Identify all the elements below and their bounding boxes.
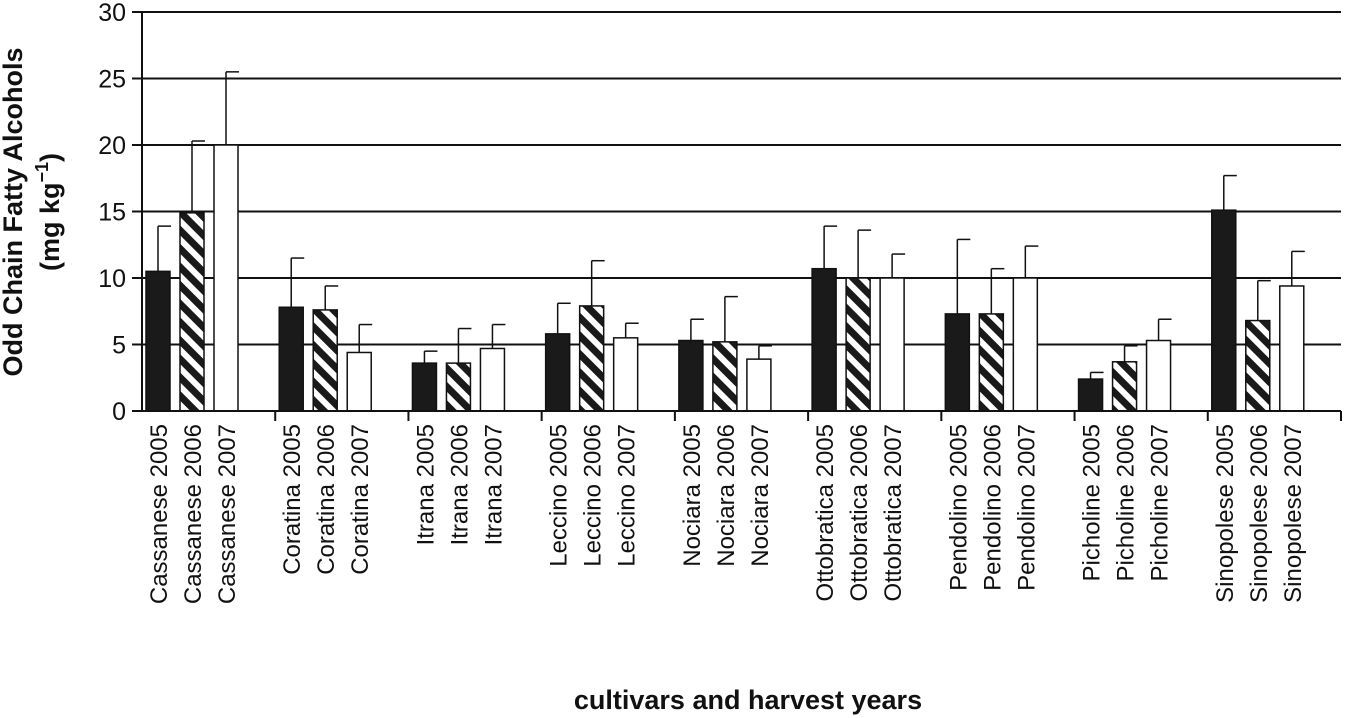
error-bars	[157, 71, 1305, 380]
bar-nociara-2	[746, 358, 772, 412]
bar-coratina-2	[346, 351, 372, 412]
bar-picholine-2	[1145, 339, 1172, 412]
y-tick-label-10: 10	[98, 265, 126, 293]
category-label-itrana-0: Itrana 2005	[412, 424, 439, 545]
category-label-ottobratica-2: Ottobratica 2007	[880, 424, 907, 601]
category-label-picholine-0: Picholine 2005	[1079, 424, 1106, 581]
category-label-leccino-2: Leccino 2007	[614, 424, 641, 567]
y-tick-label-5: 5	[112, 332, 126, 360]
y-tick-label-25: 25	[98, 66, 126, 94]
y-axis-title-line2: (mg kg−1)	[32, 153, 65, 271]
bar-sinopolese-0	[1211, 209, 1237, 412]
category-label-pendolino-0: Pendolino 2005	[945, 424, 972, 591]
bar-sinopolese-2	[1279, 285, 1305, 412]
category-label-cassanese-2: Cassanese 2007	[214, 424, 241, 604]
y-tick-label-30: 30	[98, 0, 126, 27]
category-label-nociara-1: Nociara 2006	[713, 424, 740, 567]
bar-nociara-0	[678, 339, 704, 412]
y-axis-unit-suffix: )	[35, 153, 65, 162]
y-tick-label-0: 0	[112, 398, 126, 426]
bar-ottobratica-0	[811, 267, 837, 412]
category-label-cassanese-1: Cassanese 2006	[180, 424, 207, 604]
category-label-picholine-1: Picholine 2006	[1113, 424, 1140, 581]
bar-cassanese-2	[213, 144, 239, 412]
category-label-coratina-1: Coratina 2006	[313, 424, 340, 575]
y-tick-label-15: 15	[98, 199, 126, 227]
bar-pendolino-1	[978, 313, 1005, 412]
bar-leccino-2	[612, 337, 639, 412]
bar-cassanese-1	[179, 212, 205, 412]
category-label-sinopolese-0: Sinopolese 2005	[1212, 424, 1239, 603]
category-label-nociara-0: Nociara 2005	[679, 424, 706, 567]
category-label-nociara-2: Nociara 2007	[747, 424, 774, 567]
bar-itrana-2	[479, 347, 506, 412]
bar-cassanese-0	[145, 270, 171, 412]
category-label-ottobratica-1: Ottobratica 2006	[846, 424, 873, 601]
y-tick-labels: 0 5 10 15 20 25 30	[98, 0, 126, 426]
category-label-sinopolese-1: Sinopolese 2006	[1246, 424, 1273, 603]
bar-itrana-1	[445, 362, 472, 412]
bar-sinopolese-1	[1245, 319, 1271, 412]
category-label-itrana-1: Itrana 2006	[446, 424, 473, 545]
bar-picholine-1	[1111, 361, 1138, 412]
bar-ottobratica-1	[845, 277, 871, 412]
category-label-itrana-2: Itrana 2007	[480, 424, 507, 545]
bar-leccino-0	[544, 333, 571, 412]
bar-ottobratica-2	[879, 277, 905, 412]
y-tick-label-20: 20	[98, 132, 126, 160]
category-label-ottobratica-0: Ottobratica 2005	[812, 424, 839, 601]
bar-pendolino-0	[944, 313, 971, 412]
bar-leccino-1	[578, 305, 605, 412]
bar-coratina-0	[278, 306, 304, 412]
x-axis-title: cultivars and harvest years	[574, 685, 922, 715]
bar-picholine-0	[1077, 378, 1104, 412]
bar-nociara-1	[712, 341, 738, 412]
y-axis-unit-superscript: −1	[32, 162, 52, 183]
category-label-cassanese-0: Cassanese 2005	[146, 424, 173, 604]
category-label-pendolino-1: Pendolino 2006	[979, 424, 1006, 591]
category-label-pendolino-2: Pendolino 2007	[1013, 424, 1040, 591]
bar-pendolino-2	[1012, 277, 1039, 412]
axes	[132, 11, 1342, 421]
category-label-leccino-0: Leccino 2005	[546, 424, 573, 567]
category-label-sinopolese-2: Sinopolese 2007	[1280, 424, 1307, 603]
category-label-coratina-0: Coratina 2005	[279, 424, 306, 575]
bar-itrana-0	[411, 362, 438, 412]
category-label-coratina-2: Coratina 2007	[347, 424, 374, 575]
gridlines	[142, 11, 1341, 346]
bar-coratina-1	[312, 309, 338, 412]
category-label-leccino-1: Leccino 2006	[580, 424, 607, 567]
category-labels: Cassanese 2005 Cassanese 2006 Cassanese 20…	[146, 424, 1307, 604]
y-axis-unit-prefix: (mg kg	[35, 183, 65, 272]
category-label-picholine-2: Picholine 2007	[1147, 424, 1174, 581]
y-axis-title-line1: Odd Chain Fatty Alcohols	[0, 47, 28, 376]
